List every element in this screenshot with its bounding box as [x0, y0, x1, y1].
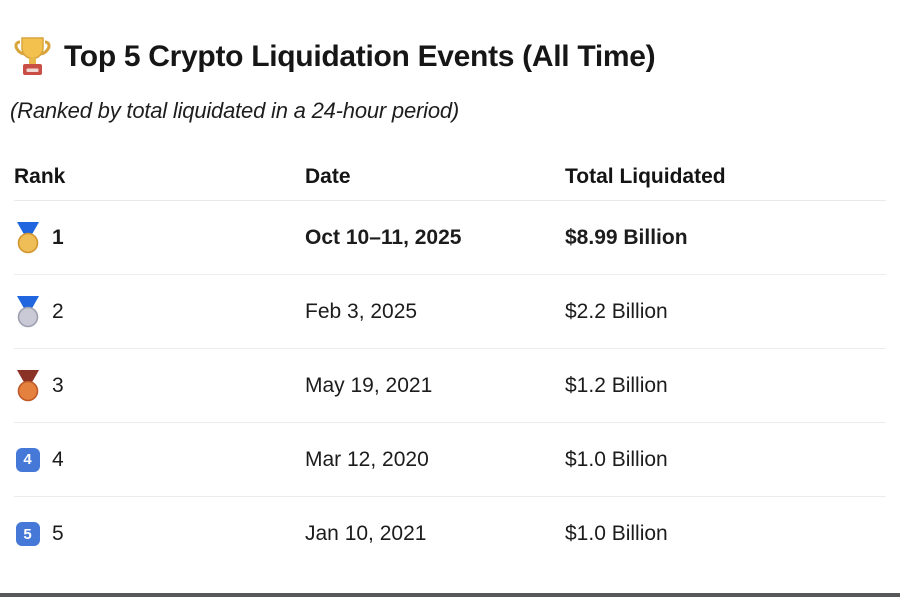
- date-cell: Jan 10, 2021: [305, 522, 427, 545]
- table-row: 1 Oct 10–11, 2025 $8.99 Billion: [14, 201, 886, 275]
- page-title: Top 5 Crypto Liquidation Events (All Tim…: [64, 40, 656, 73]
- rank-cell: 5 5: [14, 522, 305, 546]
- rank-cell: 3: [14, 369, 305, 402]
- date-cell: Oct 10–11, 2025: [305, 225, 462, 249]
- table-row: 3 May 19, 2021 $1.2 Billion: [14, 349, 886, 423]
- window-bottom-edge: [0, 593, 900, 597]
- trophy-icon: [14, 37, 51, 75]
- rank-number: 3: [52, 373, 64, 397]
- column-header-rank: Rank: [14, 165, 66, 188]
- rank-number: 4: [52, 447, 64, 471]
- total-cell: $2.2 Billion: [565, 299, 668, 323]
- liquidation-table: Rank Date Total Liquidated 1 Oct 10–11, …: [14, 154, 886, 571]
- date-cell: Mar 12, 2020: [305, 447, 429, 471]
- page-subtitle: (Ranked by total liquidated in a 24-hour…: [10, 98, 460, 123]
- rank-cell: 4 4: [14, 447, 305, 472]
- keycap-5-icon: 5: [15, 522, 40, 546]
- gold-medal-icon: [16, 222, 39, 254]
- rank-number: 1: [52, 225, 64, 249]
- total-cell: $8.99 Billion: [565, 225, 688, 249]
- date-cell: May 19, 2021: [305, 373, 433, 397]
- rank-cell: 2: [14, 295, 305, 328]
- column-header-date: Date: [305, 165, 351, 188]
- rank-number: 2: [52, 299, 64, 323]
- liquidation-table-page: Top 5 Crypto Liquidation Events (All Tim…: [10, 34, 886, 571]
- silver-medal-icon: [16, 296, 39, 328]
- rank-cell: 1: [14, 221, 305, 254]
- total-cell: $1.0 Billion: [565, 447, 668, 471]
- column-header-total: Total Liquidated: [565, 165, 726, 188]
- table-header-row: Rank Date Total Liquidated: [14, 154, 886, 201]
- bronze-medal-icon: [16, 370, 39, 402]
- date-cell: Feb 3, 2025: [305, 299, 418, 323]
- keycap-4-icon: 4: [15, 447, 40, 472]
- table-row: 5 5 Jan 10, 2021 $1.0 Billion: [14, 497, 886, 571]
- table-row: 4 4 Mar 12, 2020 $1.0 Billion: [14, 423, 886, 497]
- rank-number: 5: [52, 522, 64, 545]
- total-cell: $1.0 Billion: [565, 522, 668, 545]
- total-cell: $1.2 Billion: [565, 373, 668, 397]
- table-row: 2 Feb 3, 2025 $2.2 Billion: [14, 275, 886, 349]
- page-header: Top 5 Crypto Liquidation Events (All Tim…: [14, 34, 886, 80]
